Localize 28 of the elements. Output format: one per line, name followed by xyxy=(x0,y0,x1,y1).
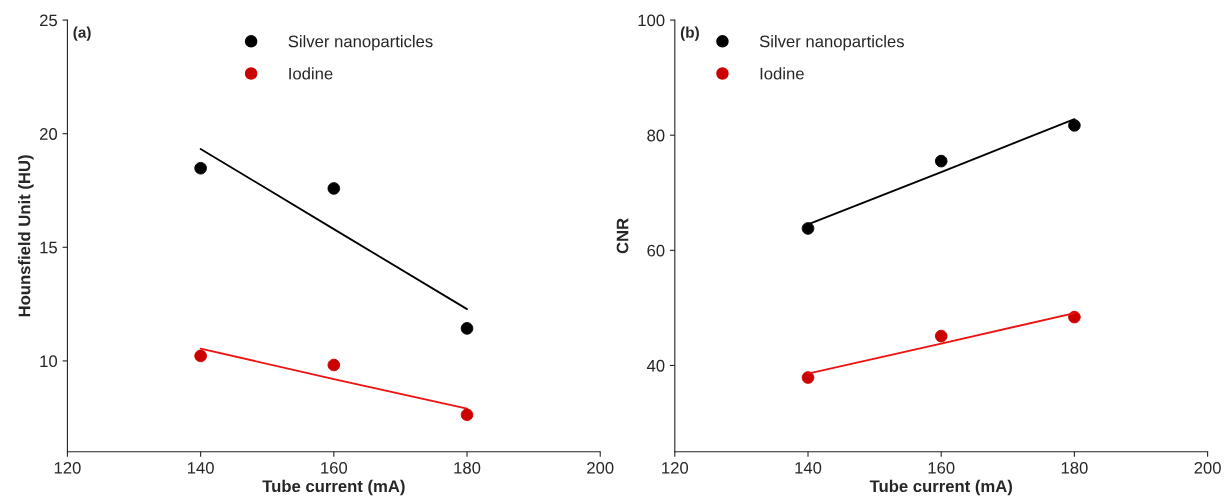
x-axis-title: Tube current (mA) xyxy=(262,479,405,496)
x-tick-label: 200 xyxy=(1194,461,1221,474)
x-tick-label: 160 xyxy=(321,461,348,474)
annotation: (a) xyxy=(73,26,91,41)
y-tick-label: 25 xyxy=(40,14,58,27)
y-axis-title: CNR xyxy=(616,218,629,254)
legend-label: Iodine xyxy=(760,67,804,80)
x-tick-label: 140 xyxy=(188,461,214,474)
legend-label: Iodine xyxy=(289,67,333,80)
y-tick-label: 100 xyxy=(638,14,665,27)
y-tick-label: 80 xyxy=(647,129,665,142)
legend-label: Silver nanoparticles xyxy=(759,35,904,51)
y-tick-label: 10 xyxy=(40,355,58,368)
y-tick-label: 20 xyxy=(40,128,58,140)
x-tick-label: 200 xyxy=(587,461,614,474)
x-tick-label: 180 xyxy=(454,461,481,474)
y-axis-title: Hounsfield Unit (HU) xyxy=(18,155,34,317)
x-tick-label: 120 xyxy=(662,461,689,474)
x-tick-label: 140 xyxy=(795,461,822,474)
x-tick-label: 120 xyxy=(54,461,81,474)
y-tick-label: 40 xyxy=(646,359,665,372)
x-axis-title: Tube current (mA) xyxy=(869,479,1012,496)
annotation: (b) xyxy=(680,26,699,41)
y-tick-label: 15 xyxy=(40,241,58,254)
y-tick-label: 60 xyxy=(647,244,665,257)
x-tick-label: 180 xyxy=(1061,461,1088,474)
legend-label: Silver nanoparticles xyxy=(288,35,433,51)
x-tick-label: 160 xyxy=(928,461,955,474)
